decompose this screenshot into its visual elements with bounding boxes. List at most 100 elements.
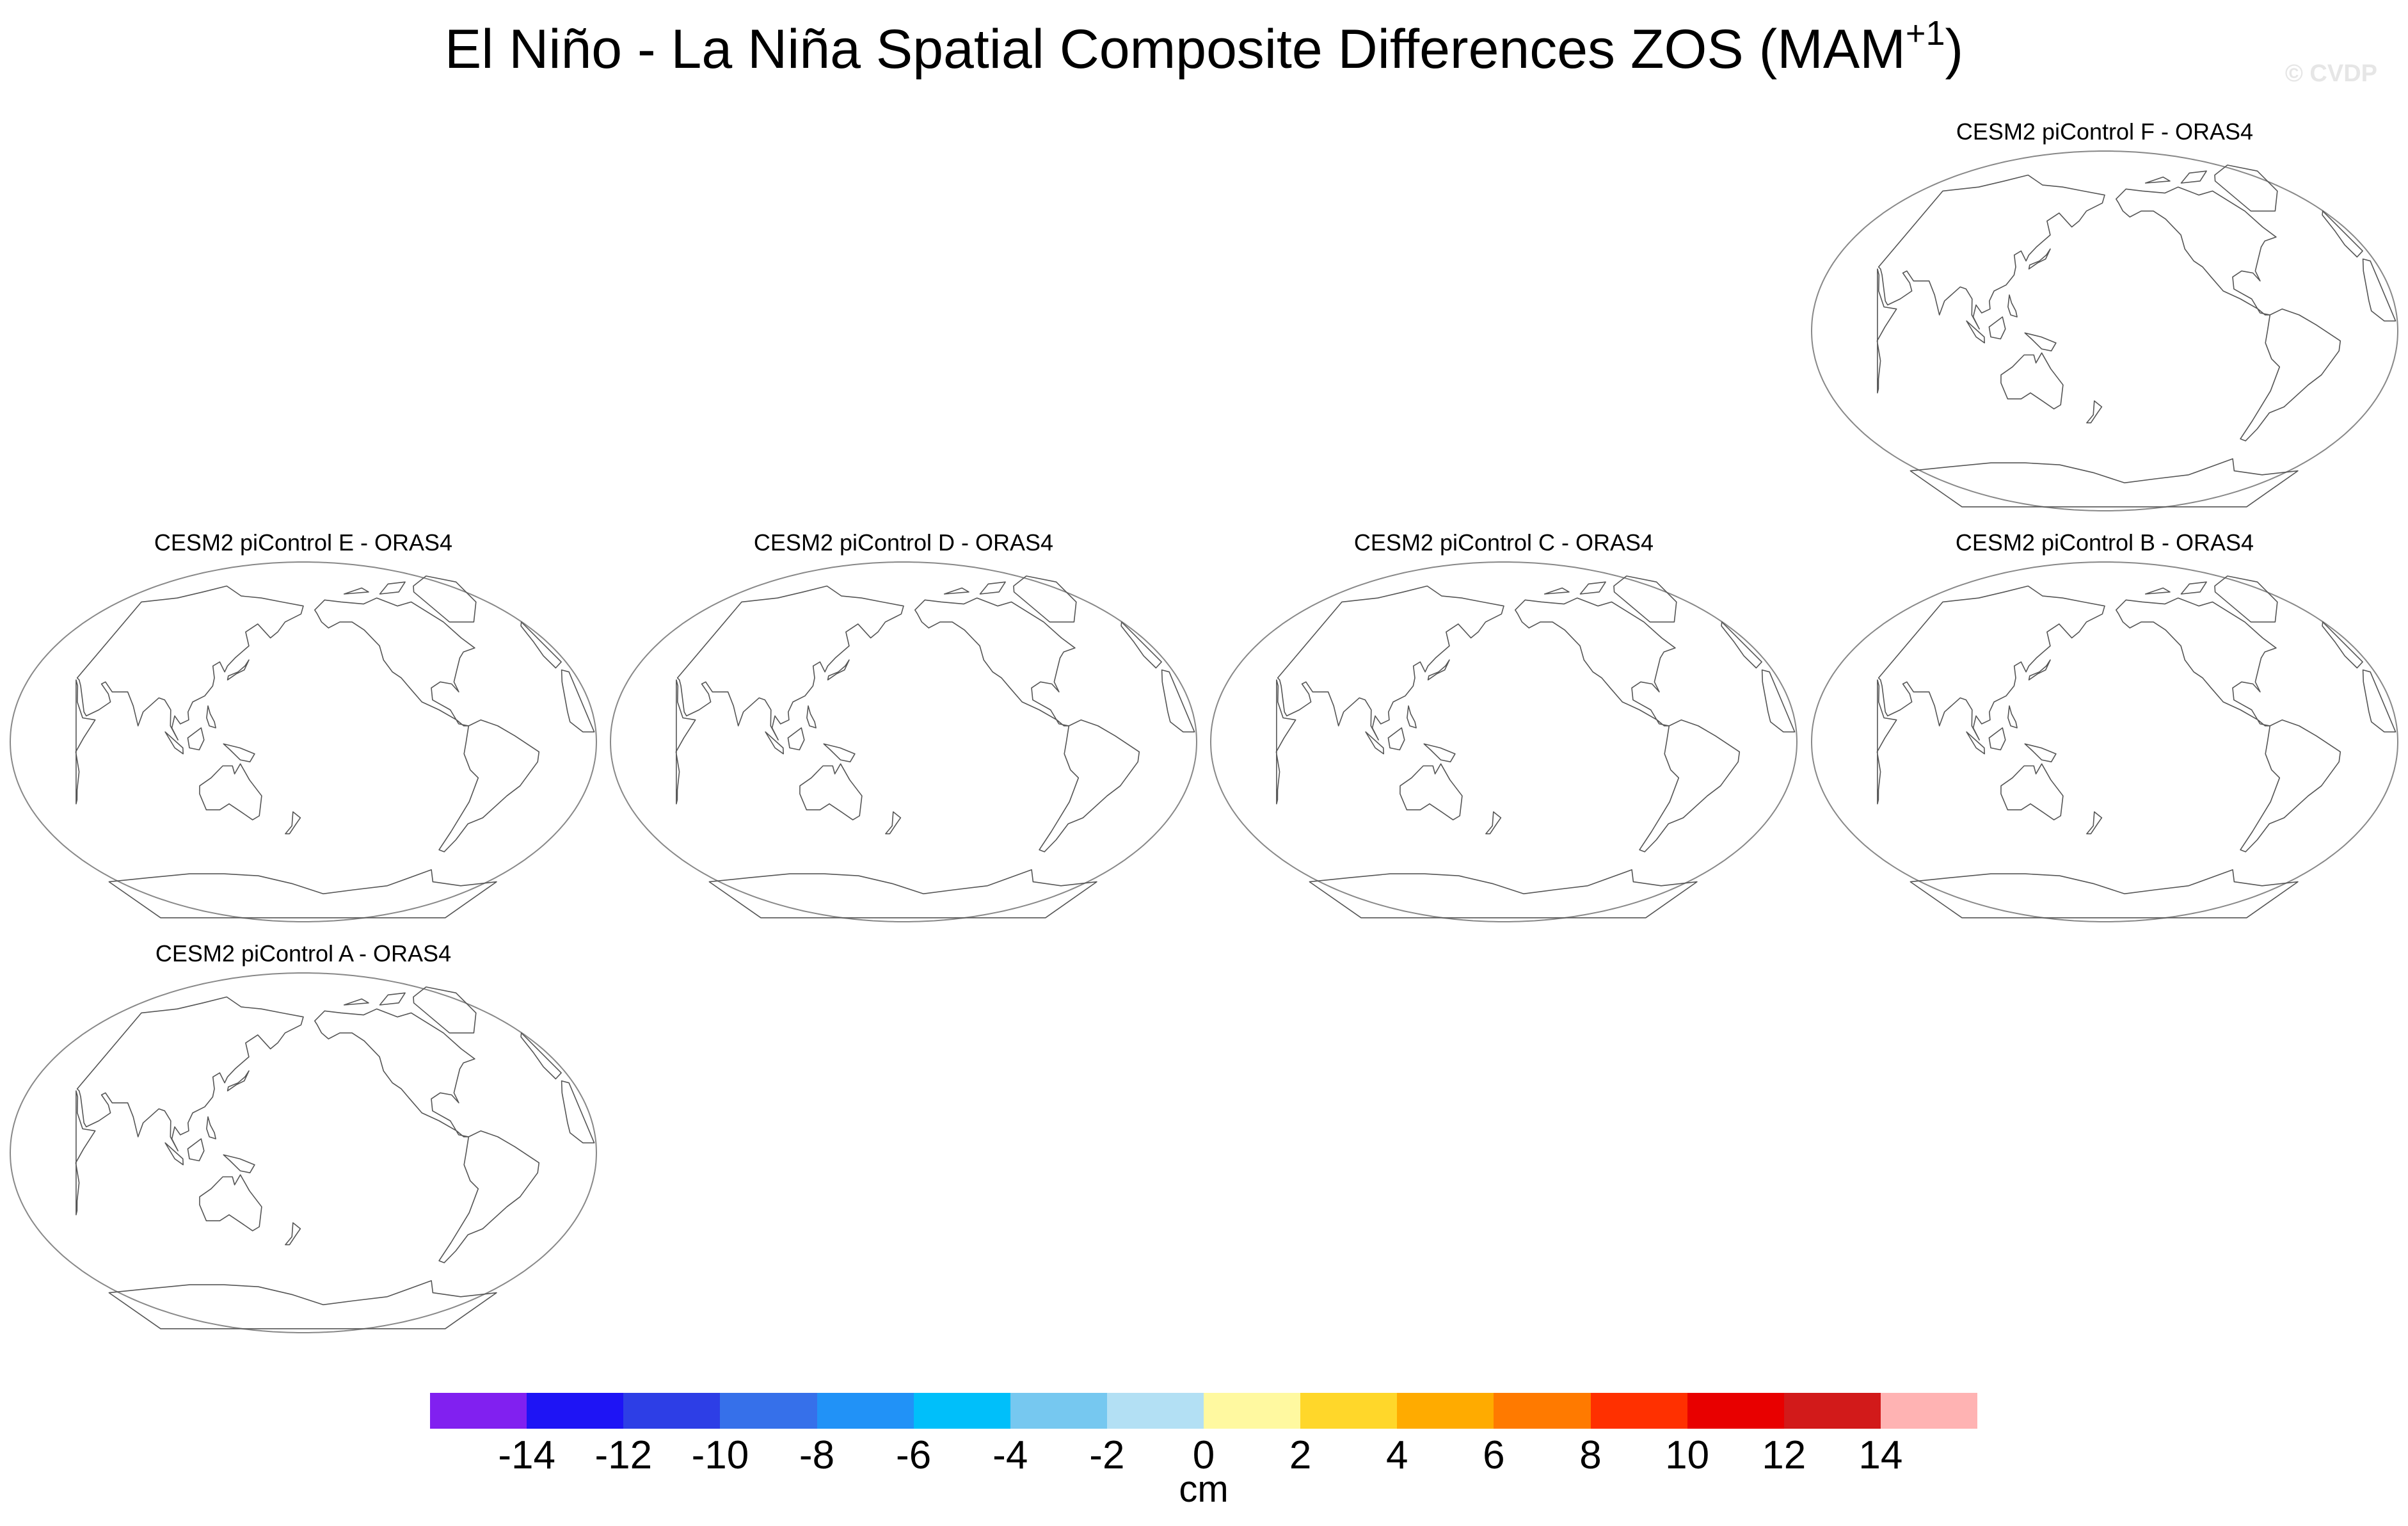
coastline [2214,575,2278,623]
colorbar-units: cm [1179,1468,1229,1510]
coastline [1309,869,1698,919]
coastline [943,587,969,595]
colorbar-tick-label: 4 [1386,1433,1408,1477]
map-panel-a [9,972,598,1333]
coastline [75,1090,96,1216]
coastline [438,1130,540,1264]
map-panel-b [1810,561,2399,922]
map-boundary [1810,150,2399,511]
figure-title: El Niño - La Niña Spatial Composite Diff… [0,14,2408,84]
coastline [1910,869,2299,919]
colorbar-segment [1010,1393,1107,1429]
coastline [2214,165,2278,212]
coastline [823,743,856,762]
map-panel-f [1810,150,2399,511]
colorbar-tick-label: -4 [993,1433,1028,1477]
coastline [2000,352,2064,410]
coastline [1988,316,2006,340]
coastline [164,1142,184,1166]
coastline [885,811,902,835]
colorbar-tick-label: 0 [1192,1433,1215,1477]
coastline [2180,581,2207,595]
coastline [2240,719,2341,853]
coastline [314,597,475,727]
colorbar-segment [1494,1393,1591,1429]
coastline [708,869,1097,919]
coastline [2144,587,2171,595]
colorbar-tick-label: 8 [1579,1433,1602,1477]
coastline [1365,731,1384,755]
coastline [285,811,301,835]
coastline [1427,659,1450,680]
coastline [2007,294,2018,317]
colorbar-segment [623,1393,721,1429]
coastline [1399,763,1463,821]
coastline [379,581,406,595]
colorbar [430,1393,1977,1429]
coastline [2024,332,2057,351]
coastline [2362,258,2396,322]
colorbar-tick-label: -10 [691,1433,749,1477]
coastline [76,996,304,1152]
coastline [827,659,850,680]
colorbar-tick-label: 10 [1665,1433,1710,1477]
map-boundary [1209,561,1798,922]
coastline [787,727,805,751]
colorbar-segment [1300,1393,1398,1429]
coastline [164,731,184,755]
coastline [765,731,784,755]
coastline [199,1174,262,1232]
colorbar-segment [720,1393,817,1429]
coastline [2028,248,2051,269]
colorbar-tick-label: 6 [1483,1433,1505,1477]
colorbar-segment [430,1393,527,1429]
colorbar-segment [1880,1393,1977,1429]
colorbar-tick-label: -8 [799,1433,835,1477]
colorbar-segment [1590,1393,1687,1429]
coastline [413,575,477,623]
map-panel-c [1209,561,1798,922]
coastline [343,998,369,1006]
coastline [1161,669,1195,733]
colorbar-segment [1106,1393,1204,1429]
coastline [1579,581,1606,595]
cvdp-watermark: © CVDP [2284,60,2377,87]
coastline [1387,727,1405,751]
coastline [75,679,96,805]
panel-title-f: CESM2 piControl F - ORAS4 [1956,118,2254,145]
coastline [1407,705,1417,728]
coastline [520,621,562,669]
colorbar-tick-label: 2 [1289,1433,1312,1477]
colorbar-tick-label: 14 [1858,1433,1903,1477]
coastline [1761,669,1796,733]
coastline [1515,597,1676,727]
colorbar-segment [1783,1393,1881,1429]
coastline [914,597,1076,727]
coastline [2116,597,2277,727]
panel-title-c: CESM2 piControl C - ORAS4 [1353,529,1654,556]
colorbar-segment [913,1393,1010,1429]
coastline [1543,587,1570,595]
coastline [2086,400,2103,424]
coastline [2180,170,2207,184]
colorbar-tick-label: -14 [498,1433,555,1477]
figure-title-superscript: +1 [1905,14,1945,52]
colorbar-tick-label: -12 [594,1433,653,1477]
coastline [199,763,262,821]
coastline [2240,308,2341,442]
colorbar-tick-label: -2 [1089,1433,1125,1477]
coastline [187,727,205,751]
panel-title-d: CESM2 piControl D - ORAS4 [753,529,1054,556]
coastline [561,1080,595,1144]
coastline [1988,727,2006,751]
coastline [2024,743,2057,762]
coastline [438,719,540,853]
colorbar-tick-label: -6 [896,1433,932,1477]
coastline [1876,679,1897,805]
coastline [2322,621,2363,669]
coastline [2007,705,2018,728]
panel-title-a: CESM2 piControl A - ORAS4 [155,940,452,967]
map-panel-d [609,561,1198,922]
coastline [676,585,904,741]
